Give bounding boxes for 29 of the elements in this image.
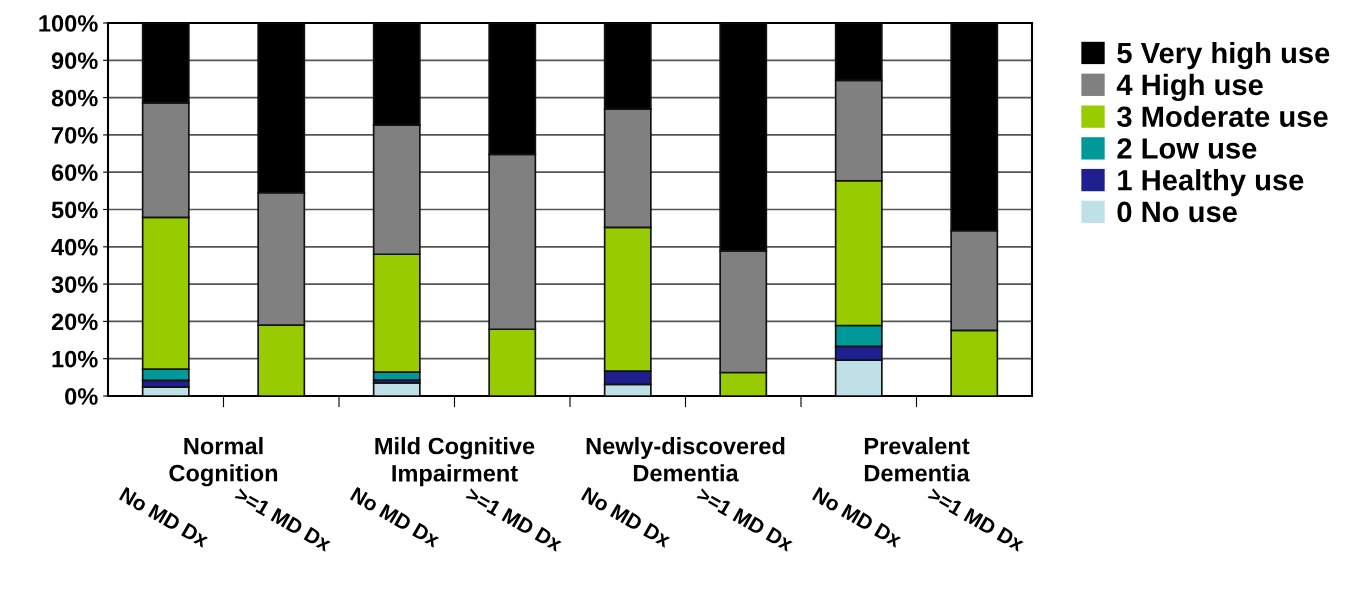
- y-tick-label: 100%: [39, 15, 98, 32]
- y-tick-label: 50%: [51, 201, 98, 219]
- text: Newly-discovered Dementia: [586, 437, 785, 482]
- y-tick-label: 0%: [65, 388, 98, 405]
- legend-label: 0 No use: [1117, 201, 1237, 223]
- x-tick-label: >=1 MD Dx: [234, 486, 333, 552]
- legend-label: 3 Moderate use: [1117, 105, 1328, 128]
- y-tick-label: 10%: [52, 350, 98, 368]
- x-tick-label: No MD Dx: [811, 486, 904, 548]
- legend-label: 5 Very high use: [1117, 41, 1330, 70]
- legend-label: 4 High use: [1116, 73, 1263, 102]
- x-tick-label: No MD Dx: [349, 486, 442, 548]
- text: Mild Cognitive Impairment: [375, 437, 535, 487]
- y-tick-label: 30%: [51, 276, 98, 293]
- text: Prevalent Dementia: [864, 437, 970, 482]
- y-tick-label: 70%: [52, 126, 98, 144]
- text: Normal Cognition: [169, 437, 278, 487]
- y-tick-label: 60%: [51, 164, 98, 181]
- legend-label: 1 Healthy use: [1118, 169, 1304, 197]
- x-tick-label: >=1 MD Dx: [927, 486, 1026, 552]
- x-tick-label: >=1 MD Dx: [465, 486, 564, 552]
- y-tick-label: 80%: [51, 89, 98, 107]
- y-tick-label: 90%: [51, 52, 98, 70]
- y-tick-label: 20%: [51, 313, 98, 331]
- legend-label: 2 Low use: [1117, 138, 1257, 159]
- x-tick-label: No MD Dx: [118, 486, 211, 548]
- x-tick-label: >=1 MD Dx: [696, 486, 795, 552]
- x-tick-label: No MD Dx: [580, 486, 673, 548]
- y-tick-label: 40%: [51, 238, 98, 256]
